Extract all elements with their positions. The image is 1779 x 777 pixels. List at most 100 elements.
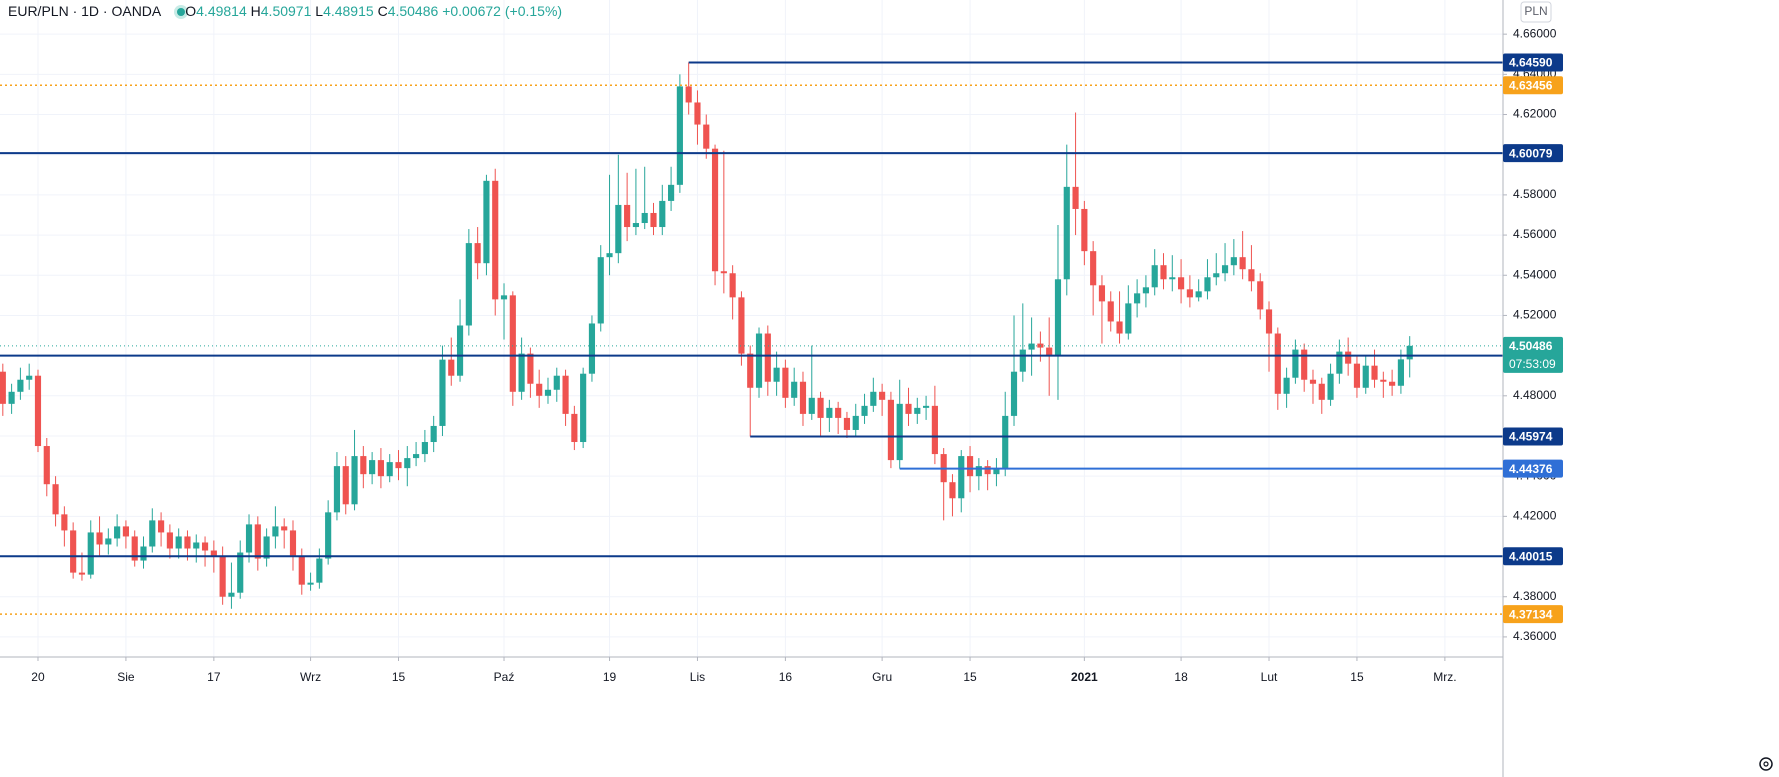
candle-body bbox=[1389, 381, 1396, 386]
candle-body bbox=[96, 532, 103, 545]
candle-body bbox=[1274, 333, 1281, 394]
candle-body bbox=[1353, 363, 1361, 388]
plot-area bbox=[0, 61, 1503, 615]
candle-body bbox=[747, 353, 754, 388]
candle-body bbox=[456, 325, 464, 376]
candle-body bbox=[817, 397, 824, 418]
x-tick-label: 19 bbox=[603, 670, 617, 684]
legend-header: EUR/PLN · 1D · OANDA O4.49814 H4.50971 L4… bbox=[8, 3, 562, 19]
candle-body bbox=[114, 526, 121, 539]
candle-body bbox=[808, 397, 815, 414]
candle-body bbox=[1301, 349, 1308, 380]
x-tick-label: 20 bbox=[31, 670, 45, 684]
candle-body bbox=[729, 273, 736, 298]
y-tick-label: 4.58000 bbox=[1513, 187, 1557, 201]
candle-body bbox=[122, 526, 129, 537]
candle-body bbox=[386, 462, 393, 477]
candle-body bbox=[1309, 379, 1317, 384]
gear-ring bbox=[1759, 757, 1773, 771]
candle-body bbox=[1213, 273, 1220, 278]
price-tag-label: 4.37134 bbox=[1509, 607, 1553, 621]
x-tick-label: Paź bbox=[494, 670, 515, 684]
x-tick-label: 15 bbox=[963, 670, 977, 684]
candle-body bbox=[518, 353, 525, 392]
candle-body bbox=[1257, 281, 1264, 310]
candle-body bbox=[1160, 265, 1167, 280]
y-tick-label: 4.42000 bbox=[1513, 509, 1557, 523]
candle-body bbox=[799, 381, 807, 414]
x-tick-label: Lis bbox=[690, 670, 705, 684]
y-tick-label: 4.36000 bbox=[1513, 629, 1557, 643]
candle-body bbox=[149, 520, 156, 547]
ohlc-value: 4.49814 bbox=[196, 3, 247, 19]
candle-body bbox=[210, 550, 217, 557]
price-tag-label: 4.64590 bbox=[1509, 56, 1553, 70]
candle-body bbox=[1169, 277, 1176, 280]
candle-body bbox=[914, 407, 921, 414]
candle-body bbox=[158, 520, 165, 533]
candle-body bbox=[1116, 321, 1123, 334]
y-tick-label: 4.48000 bbox=[1513, 388, 1557, 402]
x-tick-label: Wrz bbox=[300, 670, 321, 684]
candle-body bbox=[1239, 257, 1246, 270]
candle-body bbox=[1204, 277, 1211, 292]
candle-body bbox=[711, 148, 719, 272]
ohlc-key: H bbox=[250, 3, 261, 19]
candle-body bbox=[527, 353, 534, 384]
candle-body bbox=[782, 367, 789, 398]
candle-body bbox=[993, 468, 1000, 475]
candle-body bbox=[474, 243, 481, 264]
candle-body bbox=[430, 425, 437, 443]
candle-body bbox=[1142, 287, 1149, 294]
candle-body bbox=[580, 373, 587, 443]
candle-body bbox=[1371, 365, 1378, 380]
candle-body bbox=[843, 417, 851, 430]
candle-body bbox=[140, 546, 147, 561]
candle-body bbox=[571, 413, 578, 443]
price-tag bbox=[1503, 53, 1563, 72]
price-tag-label: 07:53:09 bbox=[1509, 357, 1556, 371]
candle-body bbox=[905, 403, 912, 414]
candle-body bbox=[887, 399, 894, 461]
candle-body bbox=[1362, 365, 1369, 388]
candle-body bbox=[738, 297, 745, 354]
candle-body bbox=[1336, 351, 1343, 374]
candle-body bbox=[562, 375, 569, 414]
candle-body bbox=[52, 484, 59, 515]
ohlc-key: L bbox=[315, 3, 324, 19]
ohlc-key: C bbox=[377, 3, 388, 19]
price-tags: 4.645904.634564.600794.500004.459744.443… bbox=[1503, 53, 1563, 624]
candle-body bbox=[193, 542, 200, 549]
candle-body bbox=[668, 184, 675, 201]
candle-body bbox=[0, 371, 6, 404]
candle-body bbox=[852, 415, 859, 430]
candle-body bbox=[105, 538, 112, 545]
grid bbox=[0, 0, 1503, 657]
candle-body bbox=[325, 512, 332, 559]
candle-body bbox=[1397, 359, 1404, 386]
gear-center bbox=[1763, 761, 1769, 767]
candle-body bbox=[439, 359, 446, 426]
price-tag-label: 4.63456 bbox=[1509, 78, 1553, 92]
candle-body bbox=[588, 323, 596, 374]
candle-body bbox=[1134, 293, 1141, 304]
settings-icon[interactable] bbox=[1759, 757, 1773, 771]
candle-body bbox=[1028, 343, 1035, 350]
candle-body bbox=[342, 466, 349, 505]
candle-body bbox=[764, 333, 771, 382]
y-tick-label: 4.56000 bbox=[1513, 227, 1557, 241]
candle-body bbox=[175, 536, 182, 549]
candle-body bbox=[544, 389, 552, 396]
candle-body bbox=[1283, 377, 1290, 394]
currency-badge[interactable] bbox=[1520, 1, 1552, 23]
price-tag bbox=[1503, 459, 1563, 478]
x-tick-label: 15 bbox=[392, 670, 406, 684]
candle-body bbox=[659, 200, 666, 228]
candle-body bbox=[483, 180, 490, 264]
candle-body bbox=[949, 482, 956, 499]
candle-body bbox=[966, 456, 974, 477]
candle-body bbox=[720, 271, 727, 274]
candle-body bbox=[553, 375, 560, 390]
candle-body bbox=[26, 375, 33, 380]
candle-body bbox=[861, 405, 868, 416]
